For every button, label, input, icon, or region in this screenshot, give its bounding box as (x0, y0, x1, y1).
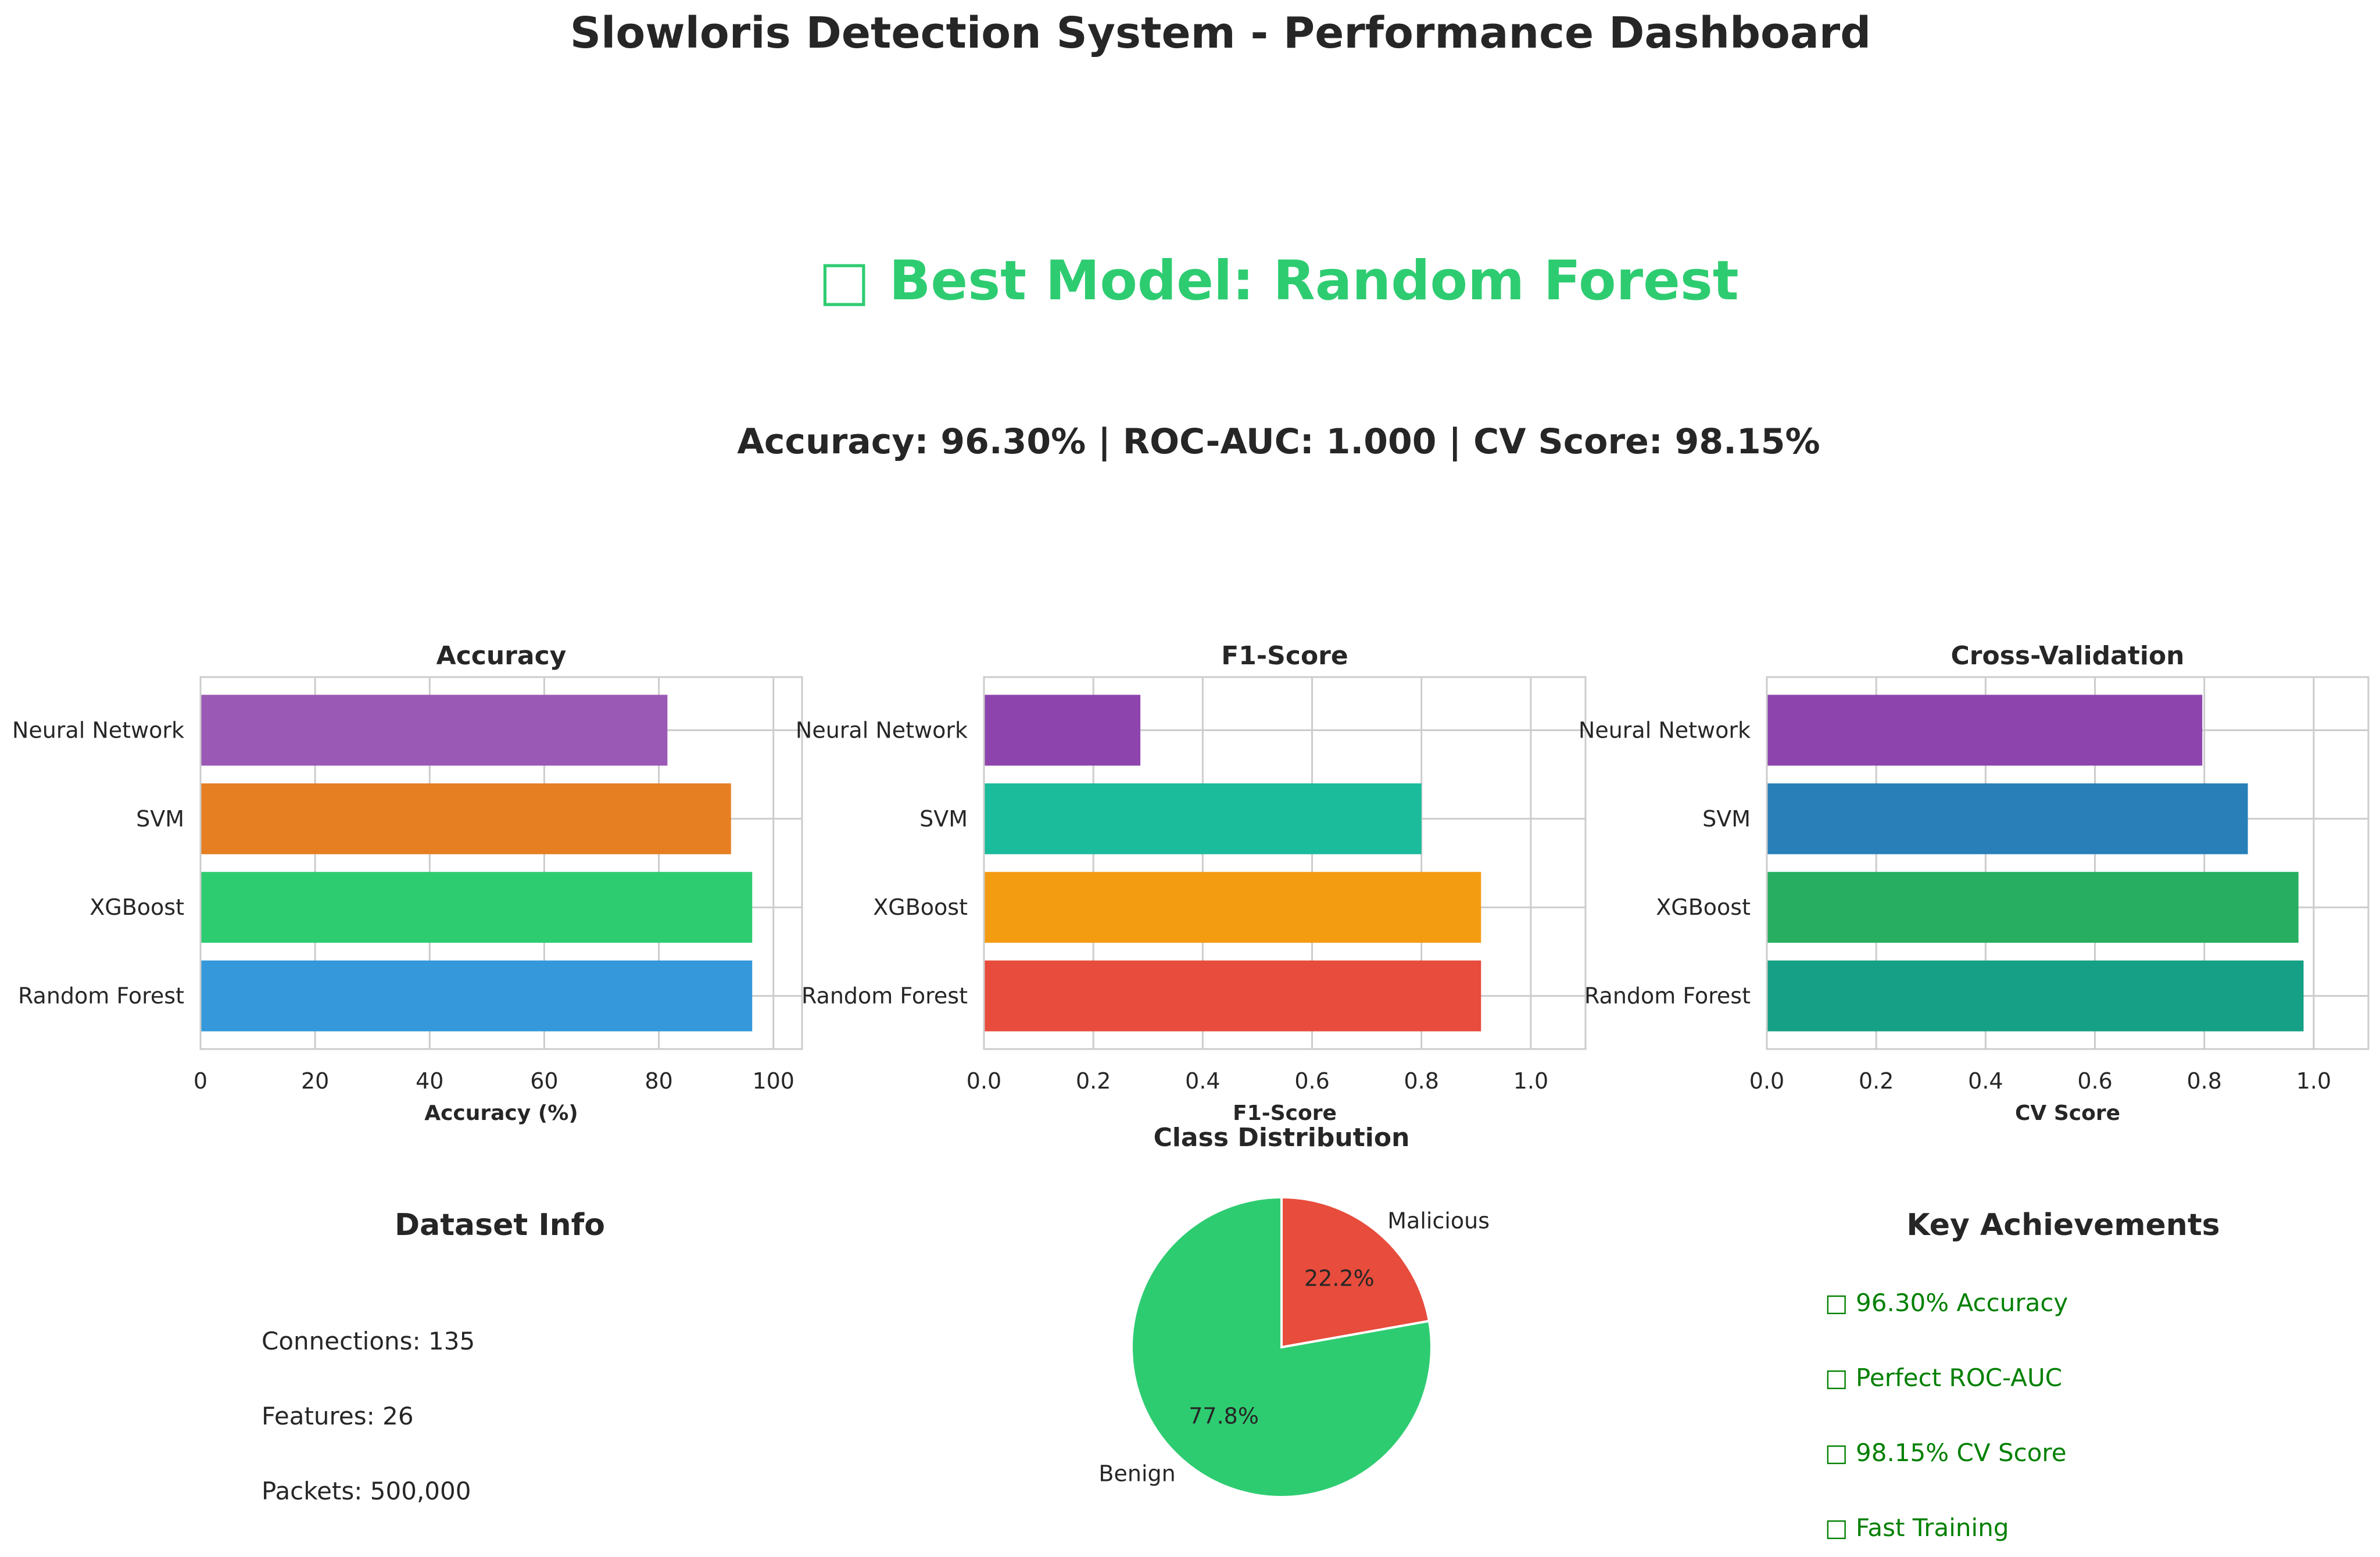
cross-validation-tick-label-2: 0.4 (1968, 1068, 2003, 1094)
achievement-fast-training: □ Fast Training (1825, 1513, 2009, 1542)
cross-validation-bar-random-forest (1767, 960, 2304, 1032)
pie-pct-malicious: 22.2% (1304, 1265, 1375, 1291)
accuracy-tick-label-3: 60 (530, 1068, 558, 1094)
cross-validation-tick-label-0: 0.0 (1749, 1068, 1784, 1094)
accuracy-bar-xgboost (201, 872, 753, 943)
key-achievements-panel: Key Achievements □ 96.30% Accuracy □ Per… (1825, 1208, 2220, 1542)
f1-score-category-label-svm: SVM (919, 806, 968, 832)
f1-score-frame (983, 676, 1587, 1050)
f1-score-tick-label-5: 1.0 (1513, 1068, 1548, 1094)
pie-chart-title: Class Distribution (1154, 1123, 1410, 1152)
cross-validation-bar-svm (1767, 783, 2248, 854)
f1-score-x-axis-label: F1-Score (1233, 1101, 1337, 1125)
accuracy-tick-label-5: 100 (752, 1068, 794, 1094)
key-achievements-title: Key Achievements (1906, 1208, 2220, 1243)
accuracy-category-label-svm: SVM (136, 806, 184, 832)
accuracy-chart: Random Forest XGBoost SVM Neural Network 0 20… (12, 641, 803, 1125)
dataset-info-connections: Connections: 135 (262, 1327, 475, 1355)
achievement-roc-auc: □ Perfect ROC-AUC (1825, 1363, 2062, 1392)
class-distribution-pie: Class Distribution Benign 77.8% Malicious 22… (1098, 1123, 1490, 1498)
cross-validation-tick-label-4: 0.8 (2187, 1068, 2222, 1094)
cross-validation-bar-xgboost (1767, 872, 2299, 943)
cross-validation-tick-label-3: 0.6 (2077, 1068, 2112, 1094)
cross-validation-chart: Random Forest XGBoost SVM Neural Network 0.0… (1579, 641, 2370, 1125)
accuracy-category-label-random-forest: Random Forest (18, 983, 184, 1009)
accuracy-bar-neural-network (201, 695, 668, 766)
cross-validation-category-label-random-forest: Random Forest (1584, 983, 1751, 1009)
f1-score-category-label-random-forest: Random Forest (801, 983, 968, 1009)
accuracy-category-label-xgboost: XGBoost (90, 894, 184, 920)
cross-validation-bar-neural-network (1767, 695, 2203, 766)
dataset-info-packets: Packets: 500,000 (262, 1477, 471, 1505)
accuracy-x-axis-label: Accuracy (%) (424, 1101, 578, 1125)
accuracy-bar-random-forest (201, 960, 753, 1032)
metrics-summary: Accuracy: 96.30% | ROC-AUC: 1.000 | CV S… (737, 421, 1820, 462)
f1-score-tick-label-2: 0.4 (1185, 1068, 1220, 1094)
accuracy-tick-label-4: 80 (645, 1068, 672, 1094)
cross-validation-category-label-svm: SVM (1702, 806, 1751, 832)
pie-label-benign: Benign (1098, 1461, 1175, 1487)
cross-validation-chart-title: Cross-Validation (1950, 641, 2184, 671)
accuracy-category-label-neural-network: Neural Network (12, 717, 184, 743)
pie-pct-benign: 77.8% (1189, 1404, 1259, 1429)
accuracy-bar-svm (201, 783, 731, 854)
bar-charts: Random Forest XGBoost SVM Neural Network 0 20… (12, 641, 2370, 1125)
accuracy-tick-label-2: 40 (416, 1068, 443, 1094)
f1-score-tick-label-4: 0.8 (1404, 1068, 1439, 1094)
f1-score-bar-svm (984, 783, 1422, 854)
f1-score-tick-label-1: 0.2 (1076, 1068, 1111, 1094)
f1-score-category-label-neural-network: Neural Network (796, 717, 968, 743)
achievement-cv-score: □ 98.15% CV Score (1825, 1438, 2067, 1467)
cross-validation-category-label-neural-network: Neural Network (1579, 717, 1751, 743)
best-model-headline: □ Best Model: Random Forest (818, 249, 1739, 313)
dataset-info-features: Features: 26 (262, 1402, 414, 1430)
f1-score-bar-xgboost (984, 872, 1481, 943)
f1-score-chart: Random Forest XGBoost SVM Neural Network 0.0… (796, 641, 1587, 1125)
pie-label-malicious: Malicious (1387, 1208, 1490, 1233)
dataset-info-panel: Dataset Info Connections: 135 Features: … (262, 1208, 605, 1505)
f1-score-tick-label-0: 0.0 (967, 1068, 1001, 1094)
f1-score-tick-label-3: 0.6 (1294, 1068, 1329, 1094)
dataset-info-title: Dataset Info (395, 1208, 605, 1243)
accuracy-chart-title: Accuracy (436, 641, 567, 671)
cross-validation-x-axis-label: CV Score (2015, 1101, 2120, 1125)
cross-validation-tick-label-1: 0.2 (1859, 1068, 1894, 1094)
f1-score-bar-random-forest (984, 960, 1481, 1032)
achievement-accuracy: □ 96.30% Accuracy (1825, 1288, 2068, 1317)
cross-validation-frame (1766, 676, 2370, 1050)
accuracy-tick-label-1: 20 (301, 1068, 329, 1094)
dashboard-title: Slowloris Detection System - Performance… (570, 8, 1871, 58)
pie-slice-malicious (1280, 1196, 1431, 1349)
f1-score-bar-neural-network (984, 695, 1141, 766)
cross-validation-category-label-xgboost: XGBoost (1656, 894, 1751, 920)
accuracy-tick-label-0: 0 (194, 1068, 207, 1094)
cross-validation-tick-label-5: 1.0 (2296, 1068, 2331, 1094)
f1-score-chart-title: F1-Score (1221, 641, 1348, 671)
f1-score-category-label-xgboost: XGBoost (873, 894, 968, 920)
accuracy-frame (199, 676, 803, 1050)
